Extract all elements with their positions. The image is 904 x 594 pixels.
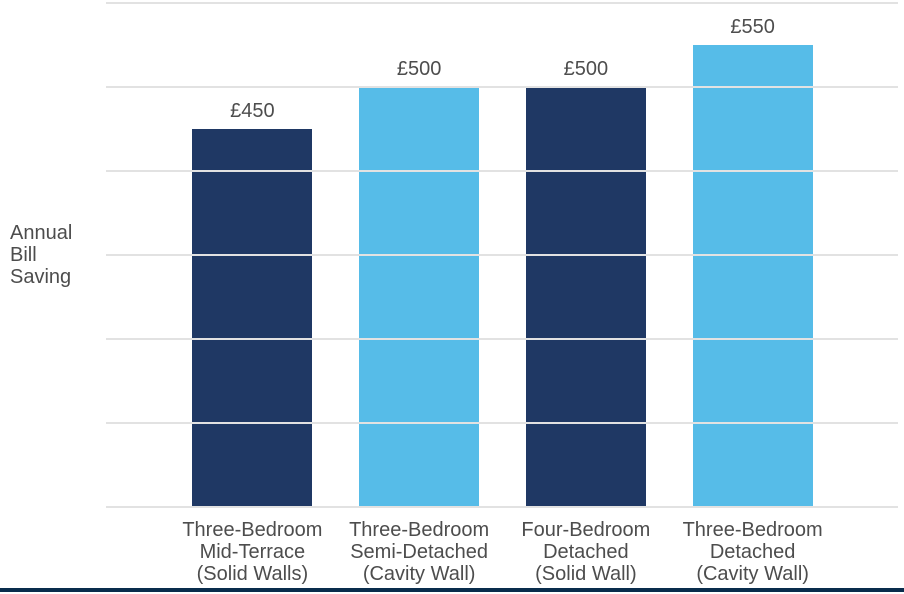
bar-slot: £500 xyxy=(336,3,503,507)
bar-value-label: £550 xyxy=(730,16,775,38)
bottom-rule xyxy=(0,588,904,592)
bar-value-label: £500 xyxy=(396,58,442,80)
gridline xyxy=(106,506,898,508)
gridline xyxy=(106,2,898,4)
bar xyxy=(692,45,813,507)
bar xyxy=(525,87,646,507)
plot-area: £450 £500 £500 £550 xyxy=(106,2,898,508)
gridline xyxy=(106,338,898,340)
bar-value-label: £450 xyxy=(230,100,275,122)
bar xyxy=(359,87,480,507)
bars-layer: £450 £500 £500 £550 xyxy=(169,3,836,507)
category-label: Three-Bedroom Detached (Cavity Wall) xyxy=(682,519,823,585)
gridline xyxy=(106,422,898,424)
category-label: Three-Bedroom Semi-Detached (Cavity Wall… xyxy=(349,519,490,585)
bar-slot: £450 xyxy=(169,3,336,507)
bar xyxy=(192,129,313,507)
gridline xyxy=(106,86,898,88)
bar-value-label: £500 xyxy=(563,58,609,80)
x-axis-labels: Three-Bedroom Mid-Terrace (Solid Walls) T… xyxy=(169,519,836,589)
category-label: Four-Bedroom Detached (Solid Wall) xyxy=(521,519,651,585)
y-axis-label: Annual Bill Saving xyxy=(10,222,73,288)
bar-slot: £550 xyxy=(669,3,836,507)
gridline xyxy=(106,170,898,172)
bar-slot: £500 xyxy=(503,3,670,507)
gridline xyxy=(106,254,898,256)
category-label: Three-Bedroom Mid-Terrace (Solid Walls) xyxy=(182,519,323,585)
